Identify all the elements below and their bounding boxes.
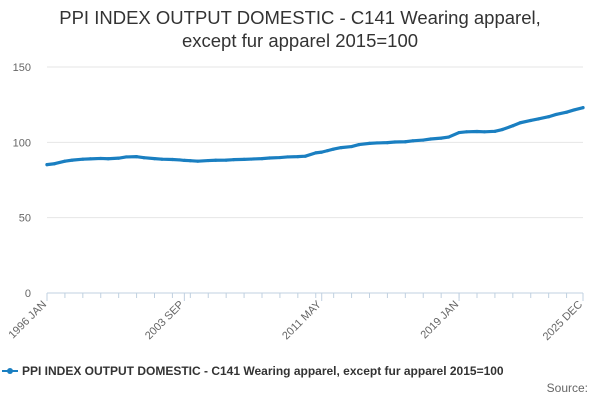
legend-item[interactable]: PPI INDEX OUTPUT DOMESTIC - C141 Wearing… bbox=[2, 364, 504, 378]
data-point bbox=[303, 154, 307, 158]
data-point bbox=[88, 157, 92, 161]
data-point bbox=[581, 106, 585, 110]
data-point bbox=[547, 115, 551, 119]
data-point bbox=[554, 112, 558, 117]
x-tick-label: 2011 MAY bbox=[280, 298, 324, 342]
data-point bbox=[152, 157, 157, 161]
legend-line-icon bbox=[2, 366, 18, 376]
x-axis-tick-labels: 1996 JAN 2003 SEP 2011 MAY 2019 JAN 2025 DEC bbox=[6, 298, 585, 343]
series-line-group bbox=[45, 106, 585, 167]
data-point bbox=[70, 158, 74, 162]
data-point bbox=[267, 156, 272, 160]
data-point bbox=[285, 155, 289, 159]
data-point bbox=[375, 141, 379, 145]
data-point bbox=[393, 140, 397, 144]
data-point bbox=[349, 144, 354, 149]
data-point bbox=[403, 140, 407, 144]
data-point bbox=[45, 163, 49, 167]
data-point bbox=[536, 117, 540, 121]
data-point bbox=[117, 156, 121, 160]
chart-title: PPI INDEX OUTPUT DOMESTIC - C141 Wearing… bbox=[0, 6, 600, 52]
chart-title-line-2: except fur apparel 2015=100 bbox=[181, 30, 419, 51]
data-point bbox=[249, 157, 254, 161]
data-point bbox=[242, 157, 246, 161]
data-point bbox=[529, 118, 533, 123]
x-tick-label: 2019 JAN bbox=[419, 299, 462, 342]
data-point bbox=[170, 157, 175, 162]
chart-title-line-1: PPI INDEX OUTPUT DOMESTIC - C141 Wearing… bbox=[59, 7, 541, 28]
data-point bbox=[457, 130, 461, 135]
y-tick-label: 50 bbox=[19, 213, 31, 225]
data-point bbox=[464, 130, 469, 134]
data-point bbox=[493, 129, 497, 133]
data-point bbox=[326, 149, 330, 153]
data-point bbox=[106, 157, 110, 161]
data-point bbox=[511, 124, 515, 128]
source-label: Source: bbox=[546, 381, 588, 395]
y-tick-label: 0 bbox=[25, 288, 31, 300]
data-point bbox=[278, 155, 282, 160]
data-point bbox=[196, 159, 200, 163]
data-point bbox=[214, 158, 218, 162]
data-point bbox=[564, 110, 569, 114]
data-point bbox=[411, 139, 415, 143]
data-point bbox=[385, 141, 390, 145]
data-point bbox=[332, 147, 336, 151]
data-point bbox=[99, 156, 103, 161]
data-point bbox=[142, 156, 146, 160]
data-point bbox=[482, 130, 487, 134]
legend-label: PPI INDEX OUTPUT DOMESTIC - C141 Wearing… bbox=[22, 364, 504, 378]
data-point bbox=[429, 137, 433, 141]
data-point bbox=[447, 135, 451, 139]
data-point bbox=[124, 155, 128, 159]
data-point bbox=[357, 142, 361, 147]
y-axis-tick-labels: 0 50 100 150 bbox=[13, 62, 31, 300]
data-point bbox=[296, 155, 300, 159]
data-point bbox=[160, 157, 164, 161]
data-point bbox=[339, 146, 343, 150]
data-point bbox=[367, 141, 372, 145]
y-tick-label: 150 bbox=[13, 62, 31, 74]
data-point bbox=[572, 108, 576, 112]
x-tick-label: 2003 SEP bbox=[143, 299, 187, 343]
data-point bbox=[518, 121, 522, 125]
data-point bbox=[232, 158, 236, 162]
data-point bbox=[134, 155, 139, 159]
y-tick-label: 100 bbox=[13, 137, 31, 149]
data-point bbox=[421, 138, 425, 142]
data-point bbox=[320, 150, 324, 154]
data-point bbox=[52, 162, 57, 166]
data-point bbox=[500, 127, 504, 132]
data-point bbox=[314, 151, 318, 155]
data-point bbox=[63, 159, 67, 163]
data-point bbox=[475, 129, 479, 134]
data-point bbox=[224, 158, 228, 162]
data-point bbox=[206, 158, 210, 163]
x-axis bbox=[46, 292, 584, 301]
data-point bbox=[182, 158, 186, 163]
data-point bbox=[81, 157, 85, 161]
x-tick-label: 1996 JAN bbox=[6, 299, 49, 342]
x-tick-label: 2025 DEC bbox=[541, 299, 585, 343]
data-point bbox=[260, 157, 264, 161]
data-point bbox=[188, 159, 192, 163]
data-point bbox=[439, 136, 443, 140]
gridlines bbox=[47, 66, 583, 219]
data-point bbox=[178, 158, 182, 162]
